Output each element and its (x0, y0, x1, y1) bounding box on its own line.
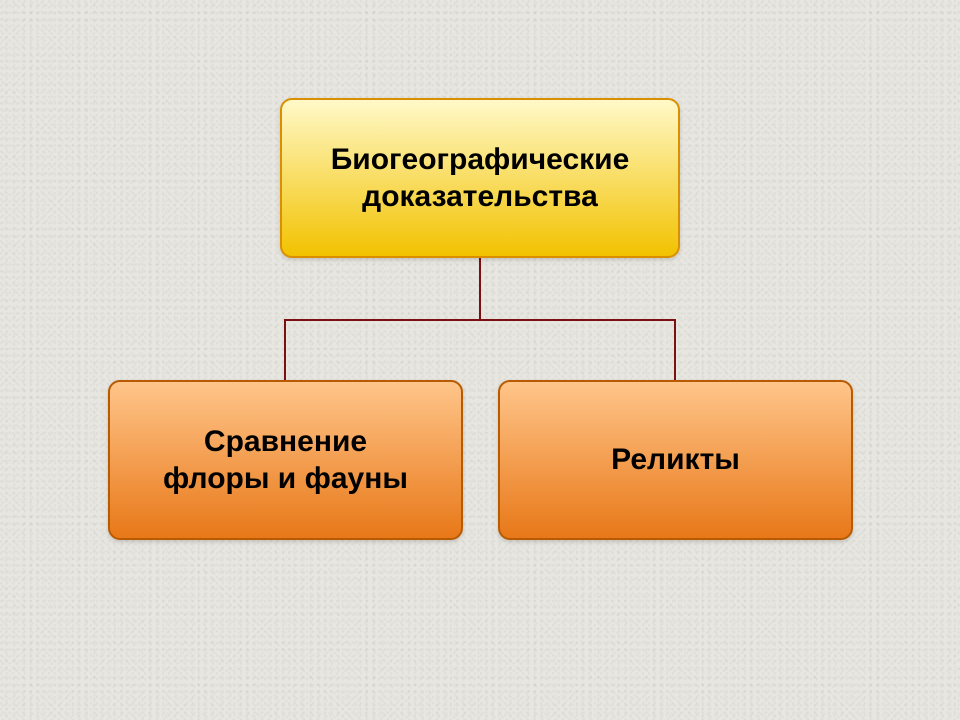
connector-left (284, 320, 286, 380)
child-node-right: Реликты (498, 380, 853, 540)
root-label: Биогеографические доказательства (331, 141, 630, 216)
connector-trunk (479, 258, 481, 320)
connector-split (284, 319, 676, 321)
root-node: Биогеографические доказательства (280, 98, 680, 258)
connector-right (674, 320, 676, 380)
child-node-left: Сравнение флоры и фауны (108, 380, 463, 540)
child-right-label: Реликты (611, 441, 740, 479)
child-left-label: Сравнение флоры и фауны (163, 423, 408, 498)
